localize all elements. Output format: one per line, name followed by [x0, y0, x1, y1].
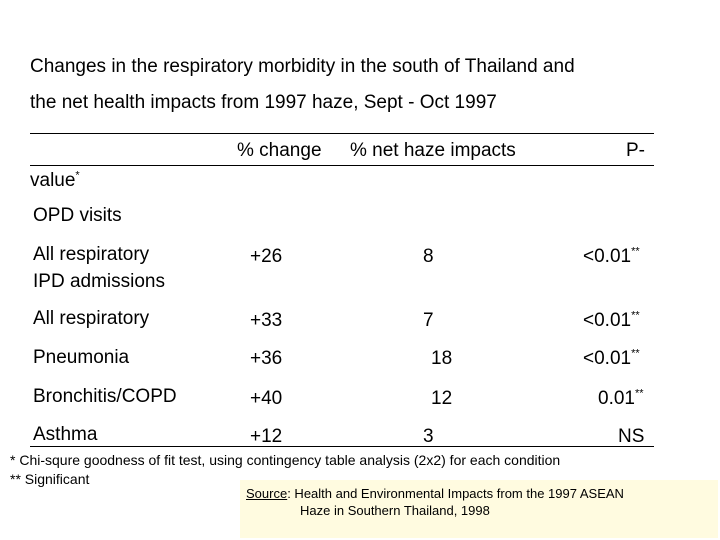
- cell-p-bronchitis-copd: 0.01**: [598, 387, 644, 409]
- source-box: Source: Health and Environmental Impacts…: [240, 480, 718, 538]
- header-p-value-part1: P-: [626, 140, 645, 161]
- cell-p-opd-all-respiratory: <0.01**: [583, 245, 640, 267]
- cell-change-pneumonia: +36: [250, 348, 283, 369]
- table-bottom-rule: [30, 446, 654, 447]
- cell-net-pneumonia: 18: [431, 348, 453, 369]
- footnote-significant: ** Significant: [10, 471, 90, 487]
- row-label-opd-all-respiratory: All respiratory: [33, 244, 150, 265]
- table-top-rule: [30, 133, 654, 134]
- cell-change-ipd-all-respiratory: +33: [250, 310, 283, 331]
- row-label-asthma: Asthma: [33, 424, 98, 445]
- footnote-chi-square: * Chi-squre goodness of fit test, using …: [10, 452, 561, 468]
- row-label-pneumonia: Pneumonia: [33, 347, 130, 368]
- cell-change-bronchitis-copd: +40: [250, 388, 283, 409]
- cell-net-asthma: 3: [423, 426, 434, 447]
- title-line-1: Changes in the respiratory morbidity in …: [30, 56, 575, 77]
- header-rule: [30, 165, 654, 166]
- row-label-ipd-all-respiratory: All respiratory: [33, 308, 150, 329]
- header-net-haze-impacts: % net haze impacts: [350, 140, 516, 161]
- cell-p-asthma: NS: [618, 426, 645, 447]
- cell-p-ipd-all-respiratory: <0.01**: [583, 309, 640, 331]
- cell-net-opd-all-respiratory: 8: [423, 246, 434, 267]
- row-label-opd-visits: OPD visits: [33, 205, 122, 226]
- source-line-1: Source: Health and Environmental Impacts…: [246, 486, 624, 501]
- cell-p-pneumonia: <0.01**: [583, 347, 640, 369]
- row-label-bronchitis-copd: Bronchitis/COPD: [33, 386, 177, 407]
- title-line-2: the net health impacts from 1997 haze, S…: [30, 92, 497, 113]
- cell-net-bronchitis-copd: 12: [431, 388, 453, 409]
- cell-change-opd-all-respiratory: +26: [250, 246, 283, 267]
- cell-net-ipd-all-respiratory: 7: [423, 310, 434, 331]
- cell-change-asthma: +12: [250, 426, 283, 447]
- header-p-value-part2: value*: [30, 169, 80, 191]
- source-line-2: Haze in Southern Thailand, 1998: [300, 503, 490, 518]
- header-percent-change: % change: [237, 140, 322, 161]
- row-label-ipd-admissions: IPD admissions: [33, 271, 165, 292]
